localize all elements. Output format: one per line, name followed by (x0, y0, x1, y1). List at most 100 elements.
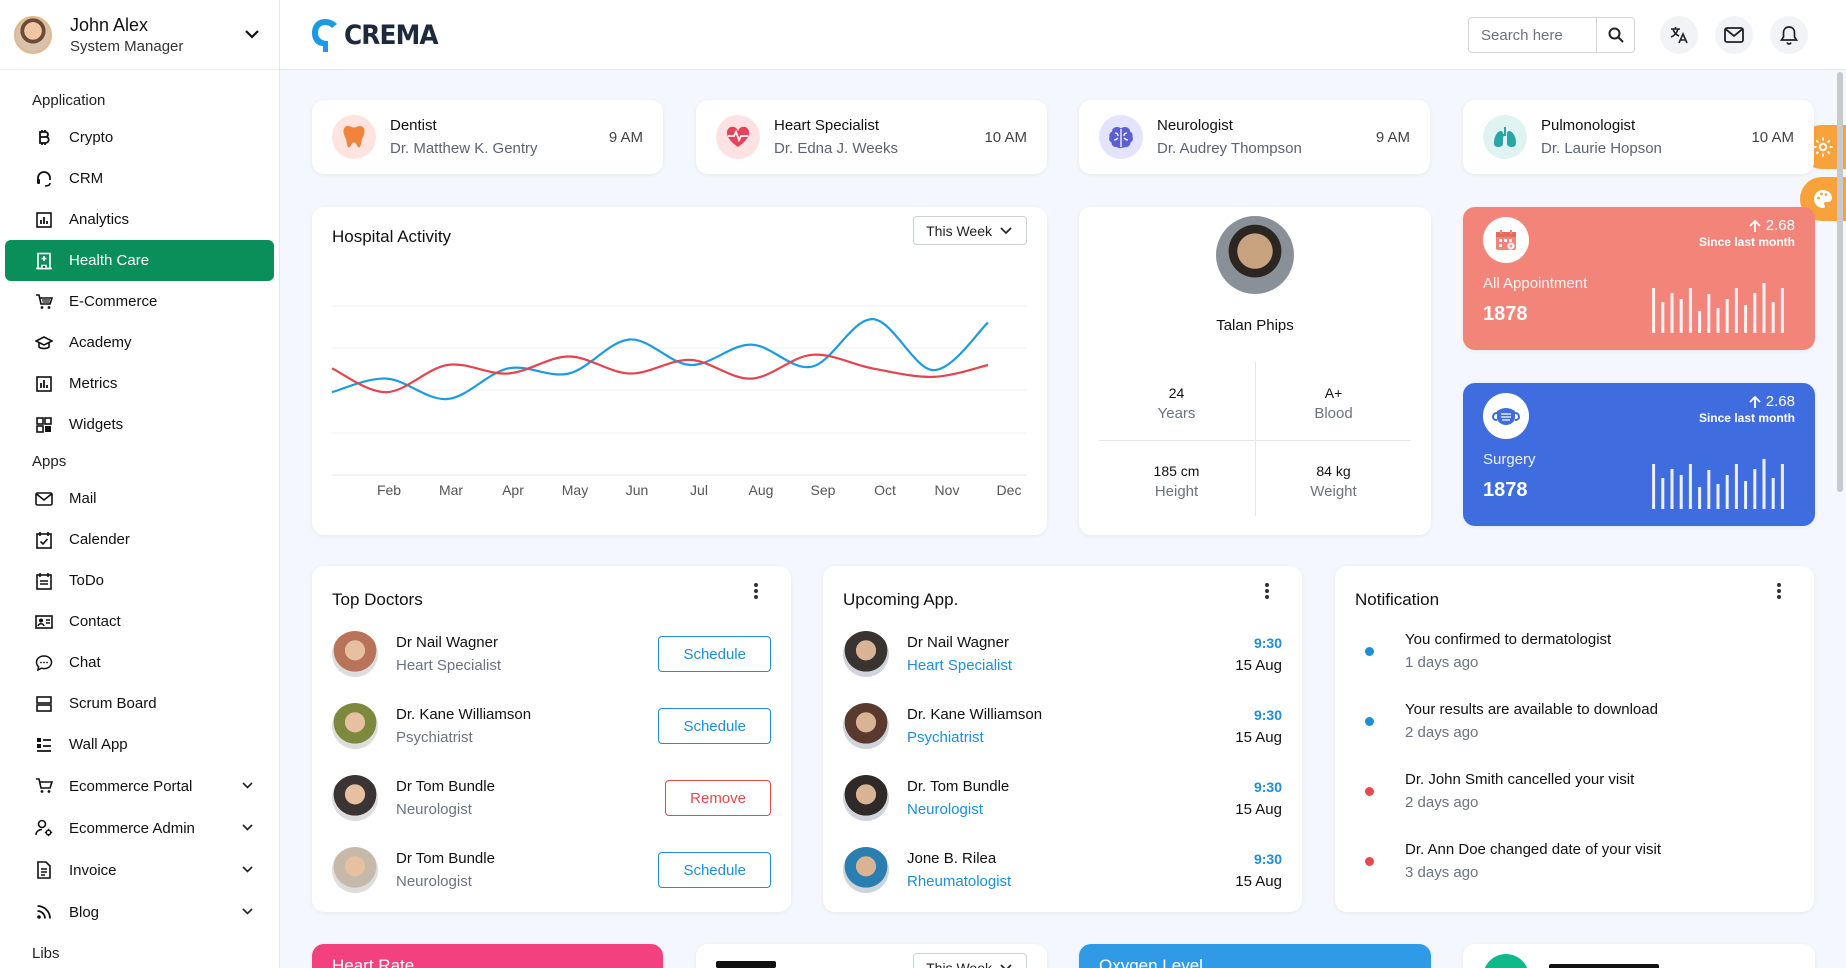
top-doctors-card: Top Doctors Dr Nail Wagner Heart Speciali… (312, 566, 791, 912)
sidebar-item-analytics[interactable]: Analytics (0, 199, 279, 240)
kpi-bar (1780, 288, 1784, 333)
doctor-name: Dr Tom Bundle (396, 850, 495, 867)
sidebar-item-contact[interactable]: Contact (0, 601, 279, 642)
mail-icon (34, 489, 54, 509)
appointment-row[interactable]: Jone B. Rilea Rheumatologist 9:30 15 Aug (843, 845, 1282, 895)
kpi-bar (1780, 464, 1784, 509)
doctor-specialty-link[interactable]: Rheumatologist (907, 873, 1012, 890)
mail-button[interactable] (1715, 16, 1753, 54)
card-title: Upcoming App. (843, 590, 959, 609)
kpi-bar (1762, 283, 1766, 333)
store-cart-icon (34, 776, 54, 796)
sidebar-item-crm[interactable]: CRM (0, 158, 279, 199)
kpi-change: 2.68 (1748, 393, 1795, 410)
chevron-down-icon[interactable] (239, 861, 255, 877)
schedule-button[interactable]: Schedule (658, 708, 771, 744)
more-vert-icon[interactable] (1262, 580, 1272, 602)
doctor-row: Dr Tom Bundle Neurologist Schedule (332, 845, 771, 895)
chevron-down-icon[interactable] (239, 903, 255, 919)
period-select[interactable]: This Week (913, 953, 1027, 968)
card-title (716, 961, 776, 968)
sidebar-item-widgets[interactable]: Widgets (0, 404, 279, 445)
appointment-row[interactable]: Dr. Kane Williamson Psychiatrist 9:30 15 Au… (843, 701, 1282, 751)
specialist-card-pulmonologist[interactable]: Pulmonologist Dr. Laurie Hopson 10 AM (1463, 100, 1814, 174)
remove-button[interactable]: Remove (665, 780, 771, 816)
kpi-bar (1698, 487, 1702, 509)
stat-label: Height (1154, 483, 1199, 500)
chevron-down-icon[interactable] (239, 777, 255, 793)
translate-button[interactable] (1660, 16, 1698, 54)
sidebar-item-scrum-board[interactable]: Scrum Board (0, 683, 279, 724)
sidebar-item-wall-app[interactable]: Wall App (0, 724, 279, 765)
notification-text: You confirmed to dermatologist (1405, 631, 1612, 648)
more-vert-icon[interactable] (1774, 580, 1784, 602)
notifications-button[interactable] (1770, 16, 1808, 54)
chevron-down-icon[interactable] (241, 24, 263, 46)
sidebar-item-todo[interactable]: ToDo (0, 560, 279, 601)
avatar (843, 703, 889, 749)
period-select[interactable]: This Week (913, 216, 1027, 245)
schedule-button[interactable]: Schedule (658, 636, 771, 672)
kpi-bar (1688, 288, 1692, 333)
appointment-row[interactable]: Dr Nail Wagner Heart Specialist 9:30 15 Aug (843, 629, 1282, 679)
notification-item[interactable]: You confirmed to dermatologist 1 days ago (1355, 631, 1794, 681)
calendar-check-icon (34, 530, 54, 550)
doctor-row: Dr Tom Bundle Neurologist Remove (332, 773, 771, 823)
specialist-title: Pulmonologist (1541, 117, 1636, 134)
search-button[interactable] (1596, 18, 1634, 52)
brand-logo[interactable]: CREMA (310, 17, 446, 53)
notification-item[interactable]: Your results are available to download 2 … (1355, 701, 1794, 751)
user-profile[interactable]: John Alex System Manager (0, 0, 279, 70)
x-tick-label: Feb (377, 482, 401, 498)
sidebar-item-crypto[interactable]: Crypto (0, 117, 279, 158)
avatar (332, 703, 378, 749)
doctor-specialty-link[interactable]: Neurologist (907, 801, 983, 818)
more-vert-icon[interactable] (751, 580, 761, 602)
sidebar-item-mail[interactable]: Mail (0, 478, 279, 519)
search-input[interactable] (1469, 18, 1596, 52)
sidebar-nav: Application Crypto CRM Analytics Health Car… (0, 70, 279, 968)
notifications-card: Notification You confirmed to dermatolog… (1335, 566, 1814, 912)
notification-item[interactable]: Dr. John Smith cancelled your visit 2 day… (1355, 771, 1794, 821)
x-tick-label: May (562, 482, 588, 498)
sidebar-item-label: Analytics (69, 211, 130, 228)
x-tick-label: Sep (811, 482, 836, 498)
kpi-bar (1753, 293, 1757, 333)
specialist-card-heart-specialist[interactable]: Heart Specialist Dr. Edna J. Weeks 10 AM (696, 100, 1047, 174)
sidebar-item-chat[interactable]: Chat (0, 642, 279, 683)
notification-time: 3 days ago (1405, 864, 1479, 881)
scrollbar[interactable] (1837, 72, 1843, 492)
sidebar-item-label: Contact (69, 613, 121, 630)
nav-group-libs: Libs (32, 945, 60, 962)
gear-icon (1813, 137, 1833, 157)
appointment-row[interactable]: Dr. Tom Bundle Neurologist 9:30 15 Aug (843, 773, 1282, 823)
doctor-specialty-link[interactable]: Heart Specialist (907, 657, 1013, 674)
series-line-0 (331, 317, 989, 401)
specialist-title: Neurologist (1157, 117, 1233, 134)
top-header: CREMA (280, 0, 1846, 70)
specialist-card-dentist[interactable]: Dentist Dr. Matthew K. Gentry 9 AM (312, 100, 663, 174)
sidebar-item-ecommerce-portal[interactable]: Ecommerce Portal (0, 765, 279, 807)
kpi-bar (1716, 308, 1720, 333)
kpi-change-value: 2.68 (1765, 393, 1795, 410)
doctor-name: Jone B. Rilea (907, 850, 997, 867)
sidebar-item-metrics[interactable]: Metrics (0, 363, 279, 404)
notification-item[interactable]: Dr. Ann Doe changed date of your visit 3 … (1355, 841, 1794, 891)
doctor-name: Dr. Laurie Hopson (1541, 140, 1662, 157)
schedule-button[interactable]: Schedule (658, 852, 771, 888)
sidebar-item-health-care[interactable]: Health Care (5, 240, 274, 281)
sidebar-item-calender[interactable]: Calender (0, 519, 279, 560)
sidebar-item-e-commerce[interactable]: E-Commerce (0, 281, 279, 322)
sidebar-item-ecommerce-admin[interactable]: Ecommerce Admin (0, 807, 279, 849)
specialist-card-neurologist[interactable]: Neurologist Dr. Audrey Thompson 9 AM (1079, 100, 1430, 174)
appointment-time: 9:30 (1253, 706, 1282, 723)
avatar (332, 847, 378, 893)
sidebar-item-blog[interactable]: Blog (0, 891, 279, 933)
chevron-down-icon[interactable] (239, 819, 255, 835)
sidebar-item-invoice[interactable]: Invoice (0, 849, 279, 891)
status-dot (1365, 857, 1374, 866)
oxygen-level-card: Oxygen Level (1079, 944, 1431, 968)
nav-group-application: Application (32, 92, 106, 109)
sidebar-item-academy[interactable]: Academy (0, 322, 279, 363)
doctor-specialty-link[interactable]: Psychiatrist (907, 729, 984, 746)
